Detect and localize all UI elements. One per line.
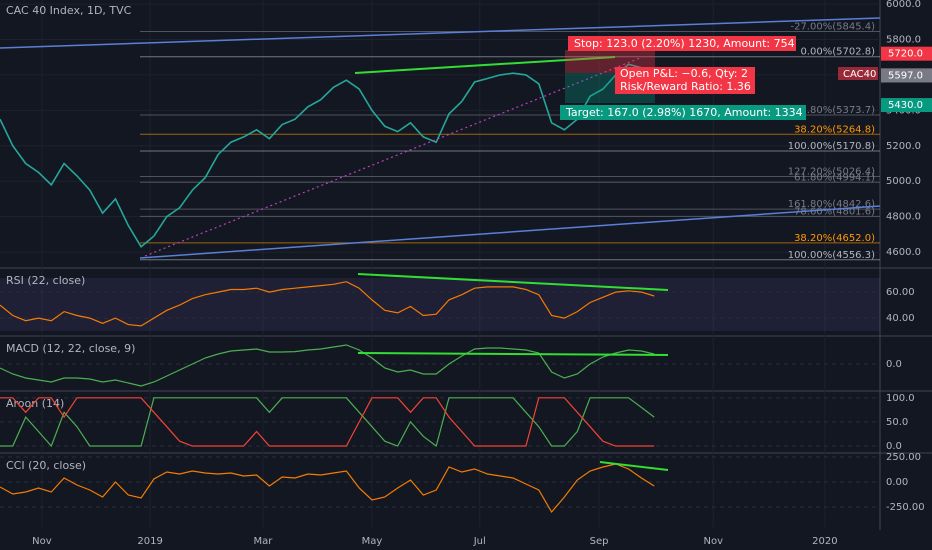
x-tick-label: 2019 bbox=[137, 536, 162, 547]
target-text: Target: 167.0 (2.98%) 1670, Amount: 1334 bbox=[565, 106, 803, 119]
x-tick-label: Nov bbox=[703, 536, 723, 547]
fib-label: 51.80%(5373.7) bbox=[794, 105, 875, 116]
y-tick-label: 6000.0 bbox=[886, 0, 921, 10]
fib-label: 0.00%(5702.8) bbox=[800, 47, 875, 58]
pnl-box bbox=[615, 67, 755, 94]
stop-text: Stop: 123.0 (2.20%) 1230, Amount: 754 bbox=[574, 37, 795, 50]
rsi-band bbox=[0, 278, 880, 331]
panel-title: MACD (12, 22, close, 9) bbox=[6, 342, 135, 355]
x-tick-label: Sep bbox=[590, 536, 609, 547]
series-line bbox=[0, 281, 655, 327]
pnl-text: Open P&L: −0.6, Qty: 2 bbox=[620, 67, 748, 80]
price-tag-label: 5430.0 bbox=[888, 100, 923, 111]
channel-line bbox=[139, 205, 881, 259]
x-tick-label: 2020 bbox=[812, 536, 837, 547]
y-tick-label: 50.0 bbox=[886, 417, 908, 428]
panel-title: CAC 40 Index, 1D, TVC bbox=[6, 4, 132, 17]
y-tick-label: 0.0 bbox=[886, 441, 902, 452]
stop-box bbox=[568, 36, 796, 51]
x-tick-label: Nov bbox=[32, 536, 52, 547]
fib-label: 100.00%(4556.3) bbox=[788, 250, 875, 261]
price-tag bbox=[881, 46, 932, 61]
fib-label: 38.20%(4652.0) bbox=[794, 233, 875, 244]
price-tag bbox=[881, 98, 932, 113]
price-tag-label: 5720.0 bbox=[888, 49, 923, 60]
y-tick-label: 4600.0 bbox=[886, 247, 921, 258]
series-line bbox=[0, 463, 655, 514]
fib-label: 127.20%(5026.4) bbox=[788, 167, 875, 178]
x-tick-label: May bbox=[362, 536, 383, 547]
series-line bbox=[0, 397, 655, 447]
divergence-line bbox=[354, 56, 616, 74]
panel-title: RSI (22, close) bbox=[6, 274, 85, 287]
fib-label: 61.80%(4994.1) bbox=[794, 172, 875, 183]
y-tick-label: 4800.0 bbox=[886, 212, 921, 223]
divergence-line bbox=[599, 461, 669, 471]
fib-label: 38.20%(5264.8) bbox=[794, 124, 875, 135]
trend-line bbox=[144, 57, 641, 257]
y-tick-label: 5800.0 bbox=[886, 35, 921, 46]
fib-label: 161.80%(4842.6) bbox=[788, 199, 875, 210]
symbol-tag bbox=[838, 67, 878, 80]
series-line bbox=[0, 63, 655, 249]
y-tick-label: 100.0 bbox=[886, 393, 915, 404]
y-tick-label: 0.00 bbox=[886, 477, 908, 488]
y-tick-label: 40.00 bbox=[886, 313, 915, 324]
divergence-line bbox=[357, 352, 669, 356]
fib-label: 100.00%(5170.8) bbox=[788, 141, 875, 152]
fib-label: -27.00%(5845.4) bbox=[790, 21, 875, 32]
series-line bbox=[0, 397, 655, 448]
channel-line bbox=[0, 17, 881, 49]
divergence-line bbox=[357, 273, 669, 291]
y-tick-label: 5200.0 bbox=[886, 141, 921, 152]
price-tag bbox=[881, 68, 932, 83]
panel-title: CCI (20, close) bbox=[6, 459, 86, 472]
symbol-label: CAC40 bbox=[843, 69, 876, 80]
fib-label: 78.60%(4801.6) bbox=[794, 206, 875, 217]
y-tick-label: -250.00 bbox=[886, 502, 925, 513]
x-tick-label: Jul bbox=[473, 536, 486, 547]
y-tick-label: 60.00 bbox=[886, 287, 915, 298]
target-box bbox=[560, 105, 806, 120]
ratio-text: Risk/Reward Ratio: 1.36 bbox=[620, 80, 751, 93]
y-tick-label: 250.00 bbox=[886, 452, 921, 463]
price-tag-label: 5597.0 bbox=[888, 70, 923, 81]
x-tick-label: Mar bbox=[254, 536, 274, 547]
y-tick-label: 5000.0 bbox=[886, 176, 921, 187]
y-tick-label: 0.0 bbox=[886, 359, 902, 370]
series-line bbox=[0, 344, 655, 387]
